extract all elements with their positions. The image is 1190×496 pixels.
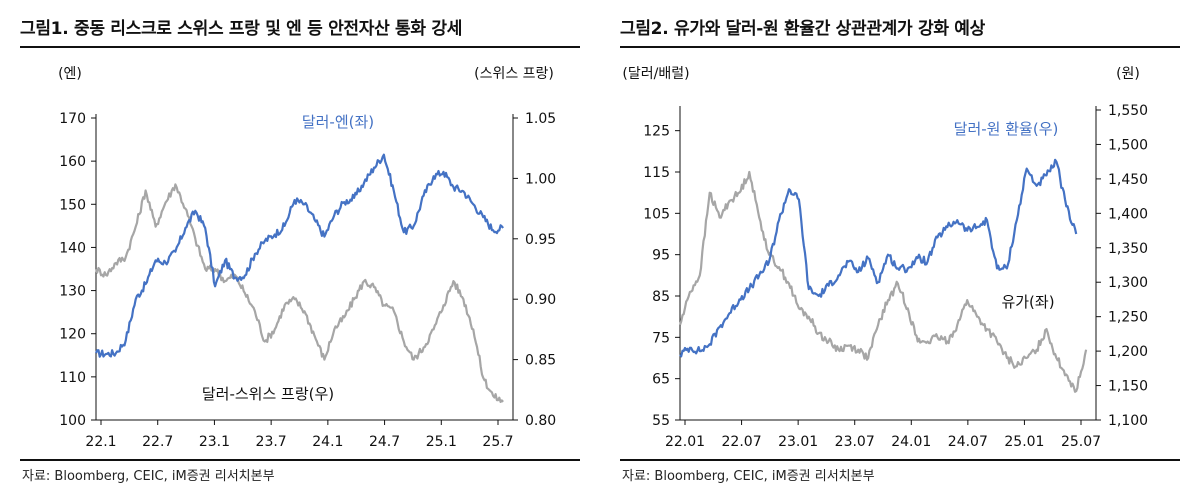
x-tick-label: 25.07 [1061, 434, 1101, 450]
y-left-unit-label: (엔) [58, 66, 82, 82]
source-note: 자료: Bloomberg, CEIC, iM증권 리서치본부 [622, 469, 875, 484]
series-line [94, 183, 504, 403]
y-right-tick-label: 0.80 [525, 413, 556, 429]
y-left-tick-label: 120 [59, 327, 86, 343]
x-tick-label: 25.1 [426, 434, 457, 450]
x-tick-label: 22.7 [142, 434, 173, 450]
y-left-tick-label: 110 [59, 370, 86, 386]
chart-panel-2: 그림2. 유가와 달러-원 환율간 상관관계가 강화 예상 (달러/배럴) (원)… [608, 0, 1183, 496]
title-rule [20, 46, 580, 48]
y-left-tick-label: 160 [59, 154, 86, 170]
y-left-tick-label: 125 [643, 124, 670, 140]
series-line [94, 153, 504, 358]
y-right-unit-label: (스위스 프랑) [474, 66, 554, 82]
x-tick-label: 25.7 [482, 434, 513, 450]
chart-panel-1: 그림1. 중동 리스크로 스위스 프랑 및 엔 등 안전자산 통화 강세 (엔)… [8, 0, 583, 496]
y-right-tick-label: 0.90 [525, 292, 556, 308]
chart-1-plot: (엔) (스위스 프랑) 170 160 150 140 130 120 110 100 1.05 1… [58, 66, 556, 450]
y-right-tick-label: 1,250 [1108, 310, 1148, 326]
y-left-tick-label: 115 [643, 165, 670, 181]
x-tick-label: 23.7 [256, 434, 287, 450]
x-tick-label: 25.01 [1004, 434, 1044, 450]
y-left-tick-label: 55 [652, 413, 670, 429]
x-tick-label: 22.07 [722, 434, 762, 450]
y-left-tick-label: 100 [59, 413, 86, 429]
source-note: 자료: Bloomberg, CEIC, iM증권 리서치본부 [22, 469, 275, 484]
y-right-tick-label: 0.95 [525, 232, 556, 248]
y-left-tick-label: 105 [643, 206, 670, 222]
y-right-tick-label: 1,500 [1108, 137, 1148, 153]
y-right-tick-label: 1.05 [525, 111, 556, 127]
x-tick-label: 24.7 [369, 434, 400, 450]
y-left-unit-label: (달러/배럴) [622, 66, 689, 82]
title-rule [620, 46, 1180, 48]
series-label: 달러-스위스 프랑(우) [202, 385, 334, 403]
x-tick-label: 24.07 [948, 434, 988, 450]
source-rule [20, 459, 580, 461]
series-label: 유가(좌) [1001, 293, 1054, 311]
y-right-tick-label: 1.00 [525, 171, 556, 187]
y-left-tick-label: 140 [59, 240, 86, 256]
y-right-tick-label: 1,350 [1108, 241, 1148, 257]
y-right-tick-label: 1,150 [1108, 379, 1148, 395]
x-tick-label: 23.07 [835, 434, 875, 450]
x-tick-label: 22.1 [85, 434, 116, 450]
y-right-unit-label: (원) [1116, 66, 1140, 82]
y-left-tick-label: 65 [652, 372, 670, 388]
y-right-tick-label: 1,550 [1108, 103, 1148, 119]
y-left-tick-label: 95 [652, 248, 670, 264]
chart-title: 그림1. 중동 리스크로 스위스 프랑 및 엔 등 안전자산 통화 강세 [20, 19, 463, 39]
y-right-tick-label: 1,450 [1108, 172, 1148, 188]
x-tick-label: 23.01 [778, 434, 818, 450]
y-right-tick-label: 1,300 [1108, 275, 1148, 291]
y-left-tick-label: 85 [652, 289, 670, 305]
series-line [678, 170, 1088, 393]
y-left-tick-label: 150 [59, 197, 86, 213]
source-rule [620, 459, 1180, 461]
chart-title: 그림2. 유가와 달러-원 환율간 상관관계가 강화 예상 [620, 19, 985, 39]
series-label: 달러-원 환율(우) [954, 120, 1059, 138]
y-right-tick-label: 1,200 [1108, 344, 1148, 360]
x-tick-label: 24.1 [312, 434, 343, 450]
chart-2-plot: (달러/배럴) (원) 125 115 105 95 85 75 65 55 1,550 1,500 1… [622, 66, 1148, 450]
y-right-tick-label: 0.85 [525, 353, 556, 369]
series-label: 달러-엔(좌) [302, 113, 374, 131]
x-tick-label: 22.01 [665, 434, 705, 450]
y-right-tick-label: 1,400 [1108, 206, 1148, 222]
series-line [679, 158, 1078, 358]
x-tick-label: 23.1 [199, 434, 230, 450]
x-tick-label: 24.01 [891, 434, 931, 450]
y-left-tick-label: 130 [59, 284, 86, 300]
y-left-tick-label: 75 [652, 330, 670, 346]
y-left-tick-label: 170 [59, 111, 86, 127]
y-right-tick-label: 1,100 [1108, 413, 1148, 429]
